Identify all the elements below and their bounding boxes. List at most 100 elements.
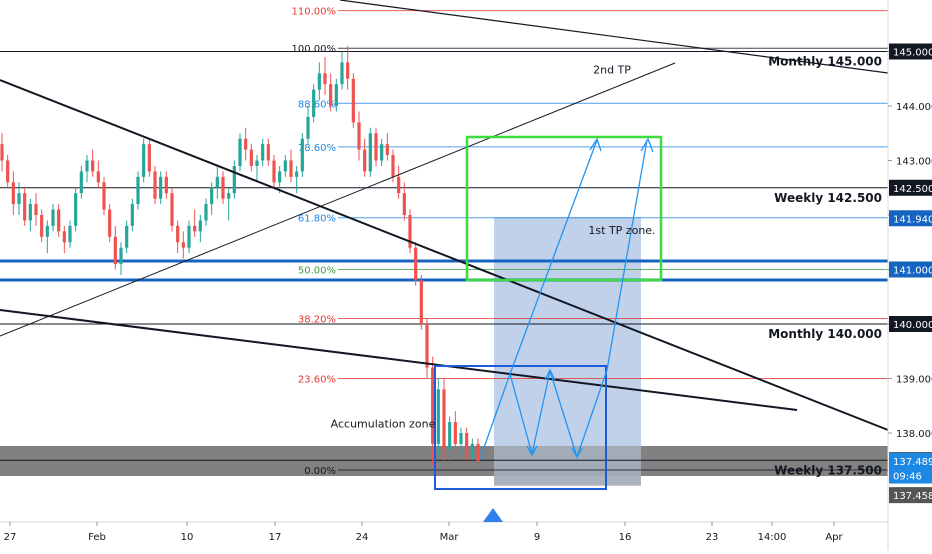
price-tag (889, 452, 932, 469)
annotation-text: 1st TP zone. (588, 224, 655, 237)
arrowhead-icon (571, 447, 583, 459)
candle-body (414, 247, 418, 281)
candle-body (334, 84, 338, 106)
candle-body (266, 144, 270, 161)
fib-level-label: 61.80% (298, 214, 336, 225)
candle-body (261, 144, 265, 161)
candle-body (187, 225, 191, 248)
price-tag (889, 210, 932, 227)
candle-body (113, 236, 117, 265)
candle-body (431, 367, 435, 444)
price-tag-label: 09:46 (893, 472, 922, 483)
candle-body (374, 133, 378, 161)
fib-level-label: 100.00% (292, 44, 337, 55)
price-tick-label: 143.000 (896, 157, 932, 168)
price-tick-label: 138.000 (896, 429, 932, 440)
candle-body (283, 160, 287, 172)
price-tag-label: 145.000 (893, 48, 932, 59)
candle-body (102, 182, 106, 210)
candle-body (79, 171, 83, 194)
candle-body (306, 116, 310, 139)
candle-body (289, 160, 293, 177)
candle-body (459, 433, 463, 444)
annotation-text: Accumulation zone (331, 418, 436, 431)
candle-body (295, 171, 299, 177)
candle-body (130, 204, 134, 226)
accumulation-box (434, 365, 607, 490)
candle-body (249, 149, 253, 166)
fib-level-label: 0.00% (304, 466, 336, 477)
time-tick-label: 16 (619, 532, 632, 543)
candle-body (6, 160, 10, 183)
arrowhead-icon (589, 137, 602, 152)
candle-body (193, 225, 197, 232)
candle-body (176, 225, 180, 243)
time-tick-label: 9 (534, 532, 540, 543)
candle-body (159, 176, 163, 199)
price-tag (889, 467, 932, 484)
candle-body (170, 193, 174, 226)
price-tag (889, 487, 932, 504)
time-tick-label: 23 (706, 532, 719, 543)
candle-body (476, 443, 480, 461)
current-time-marker-icon[interactable] (483, 508, 503, 522)
candle-body (470, 443, 474, 455)
candle-body (119, 247, 123, 265)
candle-body (442, 389, 446, 450)
time-tick-label: 10 (181, 532, 194, 543)
candle-body (164, 176, 168, 194)
candle-body (385, 144, 389, 156)
time-tick-label: Apr (825, 532, 843, 543)
candle-body (221, 176, 225, 199)
price-tag (889, 261, 932, 278)
candle-body (17, 193, 21, 205)
candle-body (300, 138, 304, 172)
candle-body (85, 160, 89, 172)
price-tag-label: 140.000 (893, 320, 932, 331)
candles-group (0, 46, 480, 466)
candle-body (181, 242, 185, 248)
candle-body (215, 176, 219, 188)
candle-body (244, 138, 248, 150)
candle-body (317, 73, 321, 90)
level-label: Weekly 137.500 (774, 463, 882, 477)
price-tags-group: 145.000142.500141.940141.000140.000137.5… (889, 43, 932, 504)
trendline-descending-lower (0, 309, 798, 411)
price-tag-label: 141.000 (893, 266, 932, 277)
time-tick-label: Mar (440, 532, 460, 543)
tp-zone-box (465, 135, 663, 282)
trendline-ascending (0, 62, 676, 337)
candle-body (198, 220, 202, 232)
arrowhead-icon (544, 368, 556, 381)
candle-body (272, 160, 276, 183)
candle-body (142, 144, 146, 177)
candle-body (238, 138, 242, 166)
candle-body (255, 160, 259, 166)
candle-body (57, 209, 61, 232)
arrowhead-icon (640, 137, 654, 153)
candle-body (391, 155, 395, 177)
candle-body (397, 176, 401, 194)
candle-body (147, 144, 151, 172)
fib-level-label: 78.60% (298, 143, 336, 154)
candle-body (45, 225, 49, 237)
fib-level-label: 23.60% (298, 375, 336, 386)
candle-body (357, 122, 361, 150)
candle-body (425, 324, 429, 368)
trendline-top (339, 0, 889, 74)
time-tick-label: Feb (88, 532, 106, 543)
trendline-descending-main (0, 79, 889, 431)
candle-body (68, 225, 72, 243)
candle-body (436, 389, 440, 444)
price-tag-label: 141.940 (893, 214, 932, 225)
fib-level-label: 110.00% (292, 7, 337, 18)
candle-body (363, 149, 367, 172)
fib-level-label: 38.20% (298, 315, 336, 326)
candle-body (448, 422, 452, 450)
candle-body (0, 144, 4, 161)
projection-box-overlap (494, 446, 641, 486)
price-tick-label: 139.000 (896, 375, 932, 386)
price-tag-label: 137.489 (893, 457, 932, 468)
time-tick-label: 24 (356, 532, 369, 543)
